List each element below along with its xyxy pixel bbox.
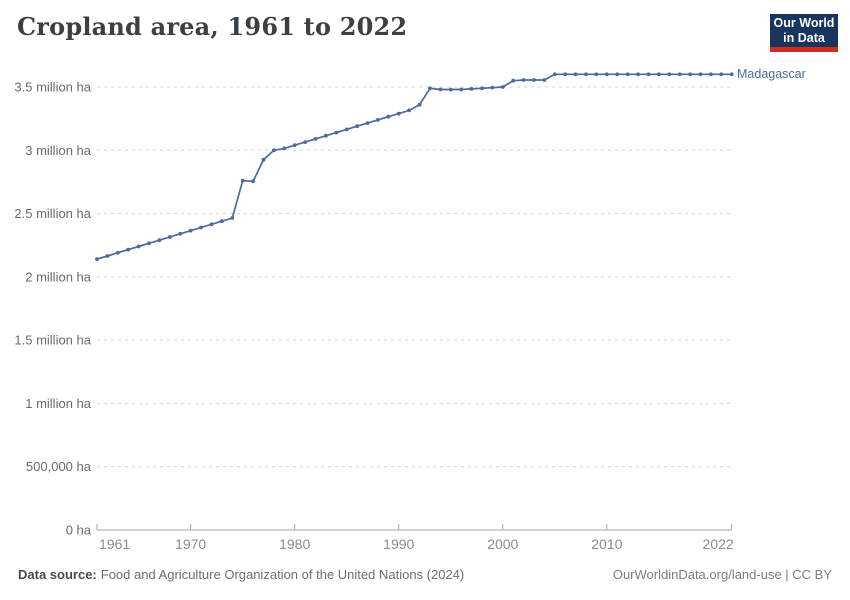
data-point[interactable] xyxy=(396,111,401,116)
data-point[interactable] xyxy=(688,72,692,77)
data-point[interactable] xyxy=(199,225,203,230)
data-point[interactable] xyxy=(615,72,620,77)
data-source-text: Food and Agriculture Organization of the… xyxy=(100,567,465,582)
data-point[interactable] xyxy=(157,238,162,243)
data-point[interactable] xyxy=(209,222,214,227)
y-tick-label: 1 million ha xyxy=(25,396,92,411)
data-point[interactable] xyxy=(563,72,568,77)
data-point[interactable] xyxy=(459,87,464,92)
data-point[interactable] xyxy=(448,87,453,92)
data-point[interactable] xyxy=(667,72,672,77)
data-point[interactable] xyxy=(646,72,651,77)
x-tick-label: 1990 xyxy=(383,536,414,552)
owid-logo-line1: Our World xyxy=(773,16,835,30)
y-tick-label: 1.5 million ha xyxy=(14,333,91,348)
data-point[interactable] xyxy=(490,85,495,90)
data-point[interactable] xyxy=(105,254,110,258)
y-tick-label: 3.5 million ha xyxy=(14,80,91,95)
data-point[interactable] xyxy=(147,241,151,246)
data-point[interactable] xyxy=(500,85,505,89)
data-point[interactable] xyxy=(636,72,640,77)
data-point[interactable] xyxy=(334,130,339,135)
data-point[interactable] xyxy=(324,133,328,138)
data-point[interactable] xyxy=(386,114,391,119)
data-point[interactable] xyxy=(292,143,297,148)
data-point[interactable] xyxy=(282,146,287,151)
data-point[interactable] xyxy=(126,247,131,252)
data-point[interactable] xyxy=(532,78,536,82)
data-point[interactable] xyxy=(220,219,224,224)
y-tick-label: 2 million ha xyxy=(25,269,92,284)
data-point[interactable] xyxy=(240,178,245,183)
data-point[interactable] xyxy=(573,72,578,77)
data-point[interactable] xyxy=(604,72,609,77)
data-point[interactable] xyxy=(677,72,682,77)
data-point[interactable] xyxy=(709,72,713,77)
x-tick-label: 1980 xyxy=(279,536,310,552)
data-point[interactable] xyxy=(95,257,99,261)
data-point[interactable] xyxy=(428,86,432,91)
data-point[interactable] xyxy=(542,78,547,82)
data-point[interactable] xyxy=(417,102,422,107)
data-point[interactable] xyxy=(313,137,318,141)
x-tick-label: 2000 xyxy=(487,536,518,552)
data-point[interactable] xyxy=(584,72,588,77)
data-point[interactable] xyxy=(272,148,276,153)
x-tick-label: 2022 xyxy=(703,536,734,552)
data-point[interactable] xyxy=(365,121,370,125)
data-point[interactable] xyxy=(594,72,599,77)
data-point[interactable] xyxy=(303,140,307,145)
data-point[interactable] xyxy=(719,72,724,77)
data-point[interactable] xyxy=(230,216,235,220)
data-point[interactable] xyxy=(698,72,703,77)
footer-link[interactable]: OurWorldinData.org/land-use | CC BY xyxy=(612,567,832,582)
data-point[interactable] xyxy=(178,231,183,236)
data-point[interactable] xyxy=(469,87,474,91)
y-tick-label: 0 ha xyxy=(66,523,92,538)
x-tick-label: 1970 xyxy=(175,536,206,552)
data-point[interactable] xyxy=(376,118,380,122)
owid-logo-line2: in Data xyxy=(783,31,825,45)
series-label-madagascar[interactable]: Madagascar xyxy=(737,67,806,81)
data-point[interactable] xyxy=(657,72,661,77)
data-point[interactable] xyxy=(407,108,411,113)
data-point[interactable] xyxy=(521,78,526,82)
chart-footer: Data source: Food and Agriculture Organiz… xyxy=(18,567,832,582)
data-point[interactable] xyxy=(167,235,172,239)
data-point[interactable] xyxy=(355,124,359,129)
data-source: Data source: Food and Agriculture Organiz… xyxy=(18,567,464,582)
owid-logo[interactable]: Our World in Data xyxy=(770,14,838,52)
data-point[interactable] xyxy=(511,78,516,83)
data-point[interactable] xyxy=(251,179,256,184)
x-tick-label: 2010 xyxy=(591,536,622,552)
y-tick-label: 2.5 million ha xyxy=(14,206,91,221)
y-tick-label: 500,000 ha xyxy=(26,459,92,474)
data-point[interactable] xyxy=(344,127,349,132)
data-point[interactable] xyxy=(625,72,630,77)
data-point[interactable] xyxy=(115,250,120,255)
data-point[interactable] xyxy=(552,72,557,77)
data-point[interactable] xyxy=(729,72,734,77)
data-point[interactable] xyxy=(438,87,443,92)
data-point[interactable] xyxy=(136,244,141,249)
x-tick-label: 1961 xyxy=(99,536,130,552)
data-source-label: Data source: xyxy=(18,567,97,582)
y-tick-label: 3 million ha xyxy=(25,143,92,158)
data-point[interactable] xyxy=(188,228,193,233)
page-title: Cropland area, 1961 to 2022 xyxy=(17,12,408,41)
data-point[interactable] xyxy=(480,86,484,91)
data-point[interactable] xyxy=(261,157,266,162)
